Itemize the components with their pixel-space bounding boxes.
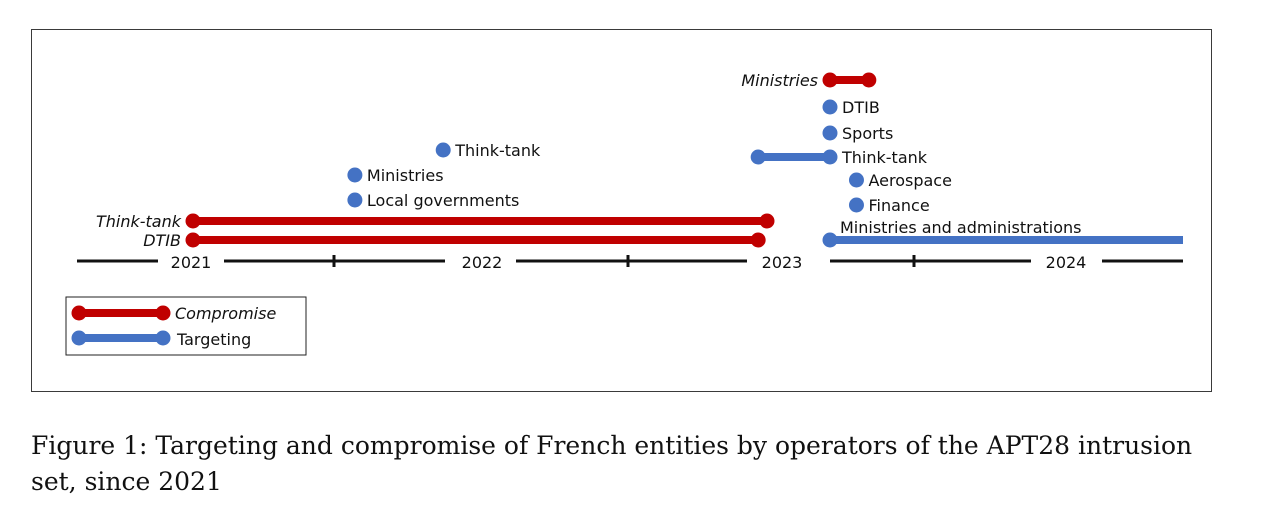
year-label: 2022 bbox=[462, 253, 503, 272]
event-end-dot bbox=[759, 213, 775, 229]
legend-compromise-label: Compromise bbox=[175, 304, 276, 323]
year-label: 2023 bbox=[762, 253, 803, 272]
event-label: Ministries bbox=[741, 71, 818, 90]
event-label: Aerospace bbox=[868, 171, 951, 190]
legend-targeting-dot bbox=[155, 330, 171, 346]
legend-compromise-dot bbox=[71, 305, 87, 321]
event-label: DTIB bbox=[842, 98, 880, 117]
event-start-dot bbox=[750, 149, 766, 165]
figure-caption: Figure 1: Targeting and compromise of Fr… bbox=[31, 431, 1193, 496]
event-dot bbox=[347, 192, 363, 208]
event-end-dot bbox=[822, 149, 838, 165]
event-dot bbox=[822, 99, 838, 115]
event-label: DTIB bbox=[143, 231, 181, 250]
event-label: Think-tank bbox=[96, 212, 182, 231]
event-label: Finance bbox=[868, 196, 929, 215]
year-label: 2021 bbox=[171, 253, 212, 272]
event-end-dot bbox=[861, 72, 877, 88]
event-end-dot bbox=[750, 232, 766, 248]
event-dot bbox=[848, 172, 864, 188]
event-start-dot bbox=[185, 213, 201, 229]
event-dot bbox=[848, 197, 864, 213]
year-label: 2024 bbox=[1046, 253, 1087, 272]
event-dot bbox=[435, 142, 451, 158]
event-label: Local governments bbox=[367, 191, 519, 210]
event-start-dot bbox=[185, 232, 201, 248]
event-dot bbox=[822, 125, 838, 141]
event-label: Ministries bbox=[367, 166, 444, 185]
event-label: Think-tank bbox=[841, 148, 928, 167]
event-label: Sports bbox=[842, 124, 893, 143]
legend-targeting-dot bbox=[71, 330, 87, 346]
legend-compromise-dot bbox=[155, 305, 171, 321]
legend-box bbox=[65, 296, 307, 356]
event-dot bbox=[347, 167, 363, 183]
event-start-dot bbox=[822, 232, 838, 248]
event-label: Ministries and administrations bbox=[840, 218, 1081, 237]
event-label: Think-tank bbox=[454, 141, 541, 160]
legend-targeting-label: Targeting bbox=[176, 330, 251, 349]
event-start-dot bbox=[822, 72, 838, 88]
